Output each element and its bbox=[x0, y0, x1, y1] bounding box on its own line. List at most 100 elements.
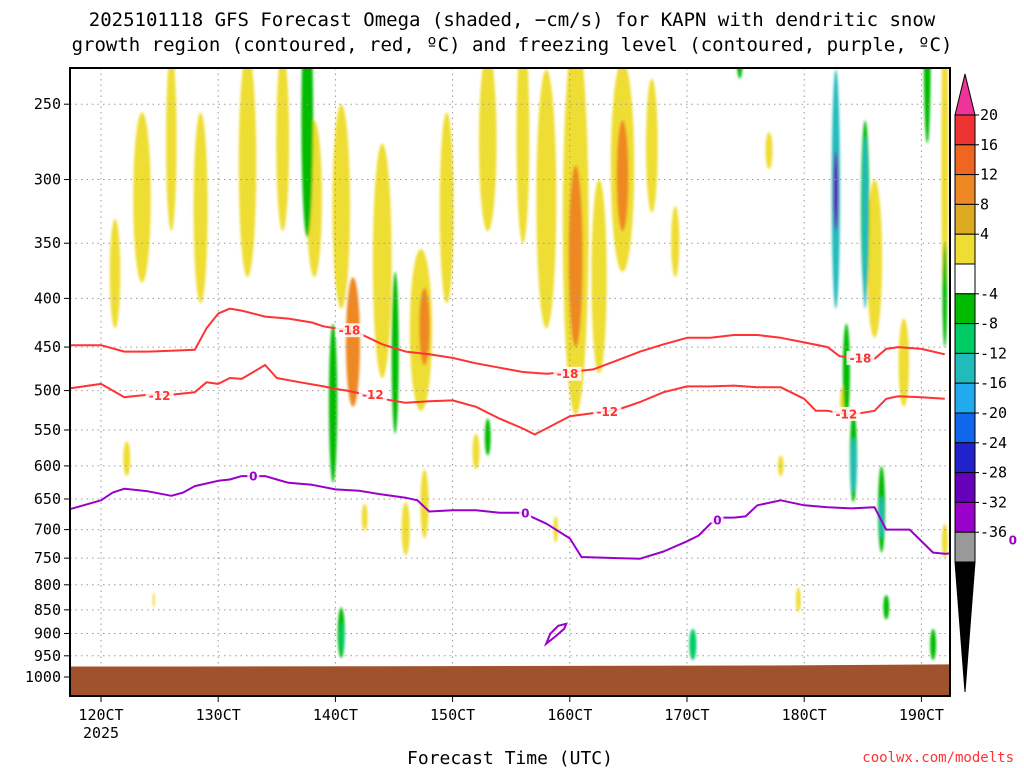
colorbar-label-6: -8 bbox=[980, 315, 998, 333]
colorbar-segment-3 bbox=[954, 174, 976, 205]
contour-label--12-2: -12 bbox=[596, 405, 618, 419]
omega-cell-2 bbox=[166, 68, 177, 232]
colorbar-label-1: 16 bbox=[980, 136, 998, 154]
omega-cell-49 bbox=[942, 243, 948, 348]
omega-cell-39 bbox=[391, 271, 399, 434]
omega-cell-35 bbox=[941, 523, 948, 559]
contour-label-0-1: 0 bbox=[521, 506, 529, 520]
contour-label--12-3: -12 bbox=[836, 407, 858, 421]
colorbar-segment-5 bbox=[954, 233, 976, 265]
omega-cell-11 bbox=[419, 287, 430, 366]
x-axis-title: Forecast Time (UTC) bbox=[407, 748, 613, 768]
colorbar-segment-4 bbox=[954, 203, 976, 235]
colorbar-segment-8 bbox=[954, 323, 976, 354]
omega-cell-23 bbox=[765, 132, 773, 170]
y-tick-label-300: 300 bbox=[34, 171, 61, 189]
contour-line--18 bbox=[70, 307, 946, 375]
y-tick-label-350: 350 bbox=[34, 234, 61, 252]
colorbar-segment-11 bbox=[954, 412, 976, 444]
omega-cell-58 bbox=[879, 495, 884, 539]
title-line-2: growth region (contoured, red, ºC) and f… bbox=[72, 34, 953, 56]
omega-cell-7 bbox=[332, 104, 351, 309]
omega-cell-13 bbox=[478, 68, 497, 232]
colorbar-label-13: -36 bbox=[980, 523, 1007, 541]
colorbar-label-11: -28 bbox=[980, 464, 1007, 482]
x-tick-sublabel-2025: 2025 bbox=[83, 724, 119, 742]
y-tick-label-800: 800 bbox=[34, 576, 61, 594]
colorbar-top-arrow bbox=[954, 73, 976, 116]
omega-cell-22 bbox=[671, 206, 680, 278]
colorbar-label-12: -32 bbox=[980, 493, 1007, 511]
y-tick-label-250: 250 bbox=[34, 95, 61, 113]
colorbar-bottom-arrow bbox=[954, 561, 976, 693]
contour-label-bg bbox=[593, 404, 622, 419]
closed-contour-0 bbox=[543, 622, 568, 647]
contour-label--18-1: -18 bbox=[557, 367, 579, 381]
omega-cell-17 bbox=[568, 165, 583, 348]
omega-cell-37 bbox=[152, 592, 155, 608]
omega-cell-8 bbox=[345, 277, 361, 407]
omega-cell-14 bbox=[516, 68, 530, 244]
contours bbox=[70, 307, 950, 647]
colorbar-label-9: -20 bbox=[980, 404, 1007, 422]
omega-cell-36 bbox=[795, 587, 801, 613]
gridlines bbox=[70, 68, 950, 696]
omega-cell-1 bbox=[133, 112, 151, 283]
plot-background bbox=[70, 68, 950, 696]
colorbar-label-4: 4 bbox=[980, 225, 989, 243]
x-tick-label-160CT: 160CT bbox=[547, 706, 592, 724]
omega-cell-55 bbox=[833, 151, 839, 232]
contour-label-0-2: 0 bbox=[713, 514, 721, 528]
omega-cell-29 bbox=[401, 502, 410, 556]
colorbar-segment-2 bbox=[954, 144, 976, 176]
contour-label-bg bbox=[711, 513, 724, 528]
omega-cell-40 bbox=[301, 68, 314, 238]
contour-label-bg bbox=[335, 323, 364, 338]
omega-cell-20 bbox=[616, 120, 629, 232]
colorbar-label-8: -16 bbox=[980, 374, 1007, 392]
omega-cell-41 bbox=[484, 418, 491, 456]
omega-cell-50 bbox=[930, 628, 937, 661]
contour-labels: -18 -18 -18 -12 -12 -12 -12 0 0 0 0 bbox=[145, 323, 1019, 548]
contour-label-bg bbox=[1006, 533, 1019, 548]
omega-cell-28 bbox=[361, 503, 368, 532]
colorbar-segment-15 bbox=[954, 531, 976, 563]
x-tick-label-180CT: 180CT bbox=[782, 706, 827, 724]
contour-label-0-0: 0 bbox=[249, 470, 257, 484]
plot-frame bbox=[69, 67, 951, 697]
x-tick-label-130CT: 130CT bbox=[196, 706, 241, 724]
y-tick-label-700: 700 bbox=[34, 521, 61, 539]
omega-cell-21 bbox=[645, 78, 658, 213]
ground-fill bbox=[70, 664, 950, 696]
omega-cell-38 bbox=[328, 323, 338, 483]
x-tick-label-170CT: 170CT bbox=[664, 706, 709, 724]
omega-cell-43 bbox=[842, 323, 850, 419]
contour-label--12-0: -12 bbox=[149, 389, 171, 403]
omega-cell-18 bbox=[591, 179, 607, 374]
omega-cell-24 bbox=[866, 179, 883, 338]
omega-cell-15 bbox=[536, 69, 557, 329]
contour-label-bg bbox=[553, 366, 582, 381]
y-tick-label-750: 750 bbox=[34, 549, 61, 567]
colorbar-label-5: -4 bbox=[980, 285, 998, 303]
y-tick-label-400: 400 bbox=[34, 289, 61, 307]
colorbar-segment-1 bbox=[954, 114, 976, 146]
omega-cell-12 bbox=[439, 112, 454, 304]
omega-cell-57 bbox=[850, 437, 857, 493]
y-tick-label-600: 600 bbox=[34, 457, 61, 475]
omega-cell-25 bbox=[898, 318, 910, 407]
colorbar-segment-14 bbox=[954, 501, 976, 533]
omega-cell-56 bbox=[862, 135, 869, 309]
x-tick-label-140CT: 140CT bbox=[313, 706, 358, 724]
y-tick-label-1000: 1000 bbox=[25, 668, 61, 686]
omega-cell-47 bbox=[883, 595, 890, 620]
contour-label-bg bbox=[247, 469, 260, 484]
contour-label-0-3: 0 bbox=[1009, 534, 1017, 548]
omega-shading bbox=[109, 68, 949, 661]
contour-label-bg bbox=[846, 350, 875, 365]
colorbar-label-3: 8 bbox=[980, 195, 989, 213]
colorbar-segment-6 bbox=[954, 263, 976, 295]
contour-label--18-0: -18 bbox=[339, 324, 361, 338]
omega-cell-48 bbox=[923, 68, 931, 144]
